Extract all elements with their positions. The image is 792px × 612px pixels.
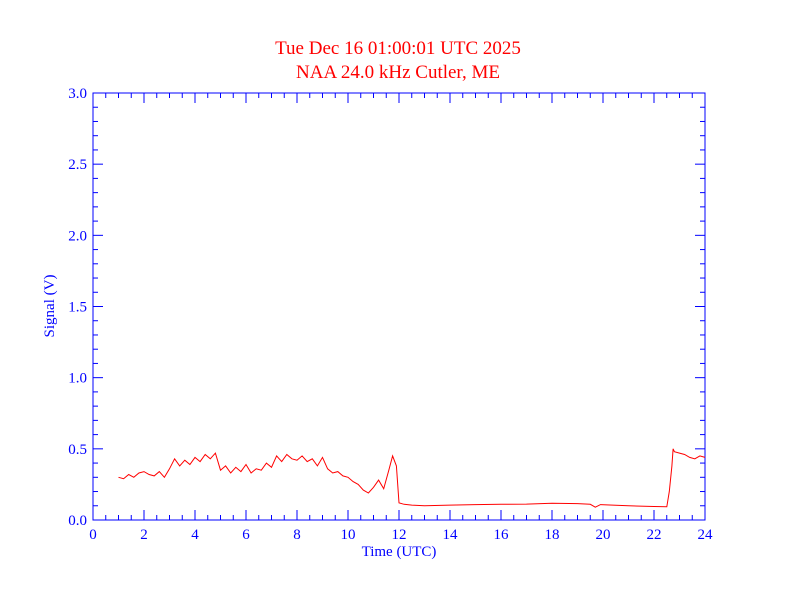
y-tick-label: 2.0: [68, 228, 87, 244]
plot-frame: [92, 92, 706, 521]
chart-subtitle: NAA 24.0 kHz Cutler, ME: [296, 62, 500, 83]
y-tick-label: 1.0: [68, 371, 87, 387]
x-tick-label: 20: [596, 527, 611, 543]
x-tick-label: 22: [647, 527, 662, 543]
y-tick-label: 1.5: [68, 300, 87, 316]
y-axis-ticks: 0.0 0.5 1.0 1.5 2.0 2.5 3.0: [68, 86, 705, 529]
x-axis-ticks: 0 2 4 6 8 10 12 14 16 18 20 22 24: [89, 93, 713, 543]
y-tick-label: 0.0: [68, 513, 87, 529]
x-tick-label: 10: [341, 527, 356, 543]
x-tick-label: 8: [293, 527, 301, 543]
x-tick-label: 0: [89, 527, 97, 543]
x-tick-label: 2: [140, 527, 148, 543]
x-tick-label: 16: [494, 527, 510, 543]
y-tick-label: 0.5: [68, 442, 87, 458]
x-axis-label: Time (UTC): [362, 544, 437, 560]
x-tick-label: 14: [443, 527, 459, 543]
y-axis-label: Signal (V): [42, 275, 58, 338]
y-tick-label: 3.0: [68, 86, 87, 102]
y-tick-label: 2.5: [68, 157, 87, 173]
x-tick-label: 12: [392, 527, 407, 543]
chart-title: Tue Dec 16 01:00:01 UTC 2025: [275, 38, 521, 59]
x-tick-label: 6: [242, 527, 250, 543]
x-tick-label: 4: [191, 527, 199, 543]
signal-series-line: [118, 448, 706, 508]
x-tick-label: 18: [545, 527, 560, 543]
x-tick-label: 24: [698, 527, 714, 543]
